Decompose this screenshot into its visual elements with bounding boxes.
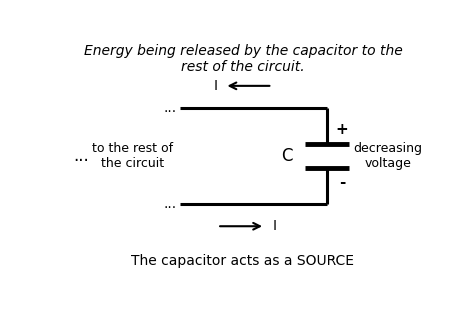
Text: ...: ... <box>164 197 177 211</box>
Text: C: C <box>281 147 293 165</box>
Text: The capacitor acts as a SOURCE: The capacitor acts as a SOURCE <box>131 254 355 268</box>
Text: -: - <box>339 175 345 190</box>
Text: I: I <box>272 219 276 233</box>
Text: I: I <box>213 79 217 93</box>
Text: ...: ... <box>164 101 177 116</box>
Text: +: + <box>336 122 348 138</box>
Text: decreasing
voltage: decreasing voltage <box>353 142 422 170</box>
Text: to the rest of
the circuit: to the rest of the circuit <box>92 142 173 170</box>
Text: Energy being released by the capacitor to the
rest of the circuit.: Energy being released by the capacitor t… <box>83 44 402 74</box>
Text: ...: ... <box>73 147 89 165</box>
